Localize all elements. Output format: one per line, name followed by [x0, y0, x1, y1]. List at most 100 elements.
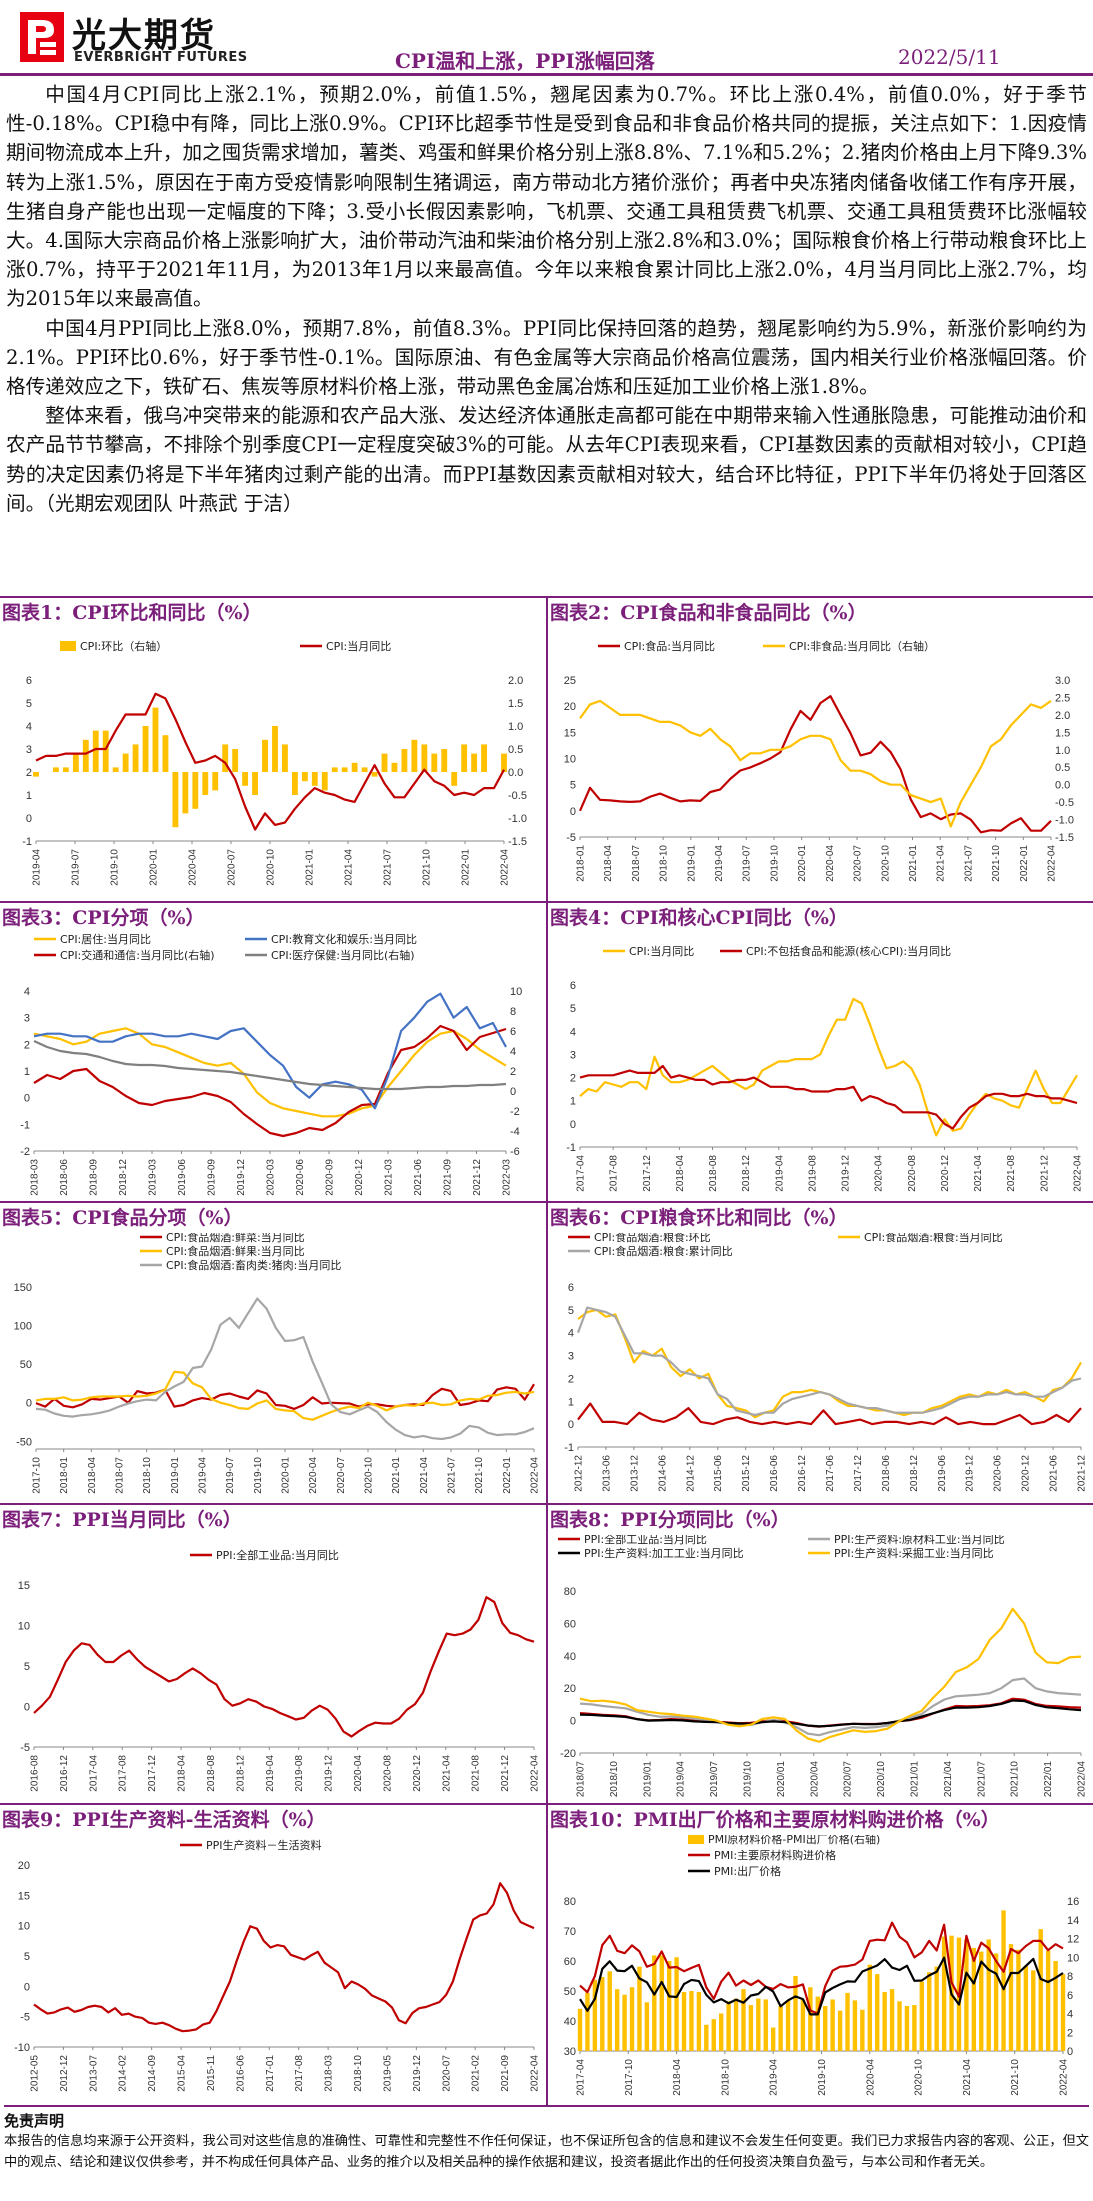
bar	[92, 730, 99, 772]
bar	[644, 2002, 650, 2051]
x-tick-label: 2022-04	[1059, 2059, 1070, 2096]
x-tick-label: 2019-04	[769, 2059, 780, 2096]
bar	[202, 772, 209, 795]
x-tick-label: 2018-01	[576, 845, 587, 882]
y-tick-label: 20	[564, 1683, 576, 1695]
x-tick-label: 2020/01	[776, 1761, 787, 1798]
bar	[815, 1996, 820, 2051]
paragraph-ppi: 中国4月PPI同比上涨8.0%，预期7.8%，前值8.3%。PPI同比保持回落的…	[6, 316, 1087, 399]
x-tick-label: 2019-03	[148, 1159, 159, 1196]
x-tick-label: 2018-07	[115, 1457, 126, 1494]
x-tick-label: 2014-02	[118, 2055, 129, 2092]
x-tick-label: 2017-08	[118, 1755, 129, 1792]
bar	[102, 730, 109, 772]
x-tick-label: 2016-12	[59, 1755, 70, 1792]
bar	[577, 2008, 583, 2051]
bar	[860, 2009, 865, 2051]
y2-tick-label: 2.0	[1055, 710, 1070, 722]
y2-tick-label: 0.5	[508, 744, 523, 756]
bar	[411, 739, 418, 772]
chart-panel-4: 图表4：CPI和核心CPI同比（%） -1 0 1 2 3 4 5 6 2017-04 2017-…	[548, 901, 1093, 1201]
x-tick-label: 2018/07	[576, 1761, 587, 1798]
y-tick-label: -1	[20, 1119, 30, 1131]
x-tick-label: 2019-06	[937, 1455, 948, 1492]
chart-panel-10: 图表10：PMI出厂价格和主要原材料购进价格（%） 30 40 50 60 70 80 0 2…	[548, 1803, 1093, 2105]
series-line	[35, 1297, 535, 1441]
y2-tick-label: 6	[1067, 1990, 1073, 2002]
x-tick-label: 2020-03	[266, 1159, 277, 1196]
bar	[501, 753, 507, 772]
bar	[1038, 1929, 1043, 2051]
chart-panel-9: 图表9：PPI生产资料-生活资料（%） -10 -5 0 5 10 15 20 2012-05…	[0, 1803, 546, 2105]
bar	[845, 1992, 850, 2051]
chart-cpi-components: -2 -1 0 1 2 3 4 -6 -4 -2 0 2 4 6 8 10 2018-03 2018-06 2018…	[20, 933, 522, 1196]
y-tick-label: 15	[18, 1580, 30, 1592]
x-tick-label: 2021-07	[383, 849, 394, 886]
bar	[622, 1994, 627, 2051]
x-tick-label: 2019-10	[817, 2059, 828, 2096]
y2-tick-label: 4	[510, 1046, 516, 1058]
bar	[33, 772, 39, 777]
x-tick-label: 2018-03	[30, 1159, 41, 1196]
bar	[232, 749, 239, 772]
y-tick-label: 5	[24, 1661, 30, 1673]
bar	[785, 2000, 791, 2051]
chart-ppi-spread: -10 -5 0 5 10 15 20 2012-05 2012-12 2013-07 2014-0…	[14, 1838, 540, 2092]
series-line	[35, 1370, 535, 1421]
y2-tick-label: 8	[510, 1006, 516, 1018]
bar	[652, 1955, 657, 2051]
x-tick-label: 2016-06	[769, 1455, 780, 1492]
x-tick-label: 2020-10	[266, 849, 277, 886]
bar	[726, 2001, 731, 2051]
x-tick-label: 2019-10	[253, 1457, 264, 1494]
x-tick-label: 2020-06	[993, 1455, 1004, 1492]
y2-tick-label: -0.5	[508, 790, 527, 802]
bar	[291, 772, 298, 795]
x-tick-label: 2020-04	[874, 1155, 885, 1192]
legend-label: CPI:居住:当月同比	[60, 933, 151, 946]
legend-label: CPI:食品烟酒:粮食:环比	[594, 1233, 711, 1244]
x-tick-label: 2019-12	[236, 1159, 247, 1196]
y-tick-label: 60	[564, 1618, 576, 1630]
legend-label: PPI:全部工业品:当月同比	[584, 1535, 707, 1546]
chart-pmi-prices: 30 40 50 60 70 80 0 2 4 6 8 10 12 14 16 2017-04 2017-10 2…	[564, 1835, 1079, 2096]
y2-tick-label: 0.0	[1055, 780, 1070, 792]
y-tick-label: 4	[24, 986, 30, 998]
x-tick-label: 2020-12	[354, 1159, 365, 1196]
y-tick-label: 0	[26, 1398, 32, 1410]
series-line	[33, 1039, 507, 1091]
y-tick-label: 3	[26, 744, 32, 756]
x-tick-label: 2018-08	[708, 1155, 719, 1192]
y-tick-label: 80	[564, 1896, 576, 1908]
x-tick-label: 2020-01	[149, 849, 160, 886]
x-tick-label: 2021-04	[344, 849, 355, 886]
x-tick-label: 2018-04	[177, 1755, 188, 1792]
x-tick-label: 2019-12	[965, 1455, 976, 1492]
bar	[252, 772, 258, 795]
everbright-logo-icon	[20, 12, 64, 62]
x-tick-label: 2014-06	[657, 1455, 668, 1492]
y2-tick-label: -1.5	[508, 836, 527, 848]
series-line	[577, 1402, 1082, 1426]
y-tick-label: 2	[26, 767, 32, 779]
report-header: 光大期货 EVERBRIGHT FUTURES CPI温和上涨，PPI涨幅回落 …	[0, 0, 1093, 76]
y-tick-label: 0	[570, 806, 576, 818]
x-tick-label: 2017-01	[265, 2055, 276, 2092]
report-body: 中国4月CPI同比上涨2.1%，预期2.0%，前值1.5%，翘尾因素为0.7%。…	[6, 80, 1087, 518]
y-tick-label: 40	[564, 1651, 576, 1663]
y-tick-label: 80	[564, 1586, 576, 1598]
bar	[331, 767, 338, 772]
bar	[262, 739, 268, 772]
x-tick-label: 2016-06	[235, 2055, 246, 2092]
x-tick-label: 2019-12	[324, 1755, 335, 1792]
bar	[122, 753, 129, 772]
y-tick-label: 1	[24, 1066, 30, 1078]
legend-label: CPI:食品烟酒:畜肉类:猪肉:当月同比	[166, 1258, 341, 1272]
series-line	[579, 1921, 1064, 2015]
x-tick-label: 2019/01	[642, 1761, 653, 1798]
bar	[401, 749, 408, 772]
bar	[172, 772, 179, 828]
x-tick-label: 2013-07	[88, 2055, 99, 2092]
x-tick-label: 2019-01	[170, 1457, 181, 1494]
x-tick-label: 2022/01	[1043, 1761, 1054, 1798]
